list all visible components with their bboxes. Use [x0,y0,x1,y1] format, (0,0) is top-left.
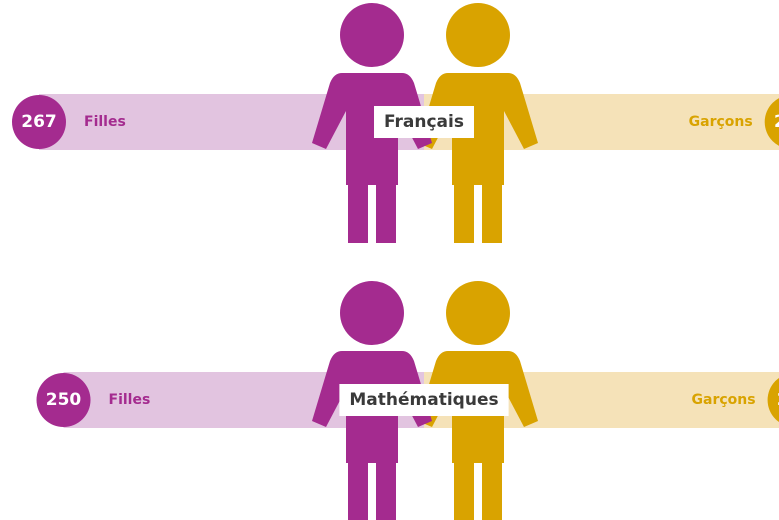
boys-value: 255 [774,112,779,132]
girls-label: Filles [84,114,126,130]
labels: Français Mathématiques [339,106,509,416]
girls-label: Filles [109,392,151,408]
boys-label: Garçons [689,114,753,130]
girls-value: 250 [46,390,82,410]
subject-box [339,384,509,416]
boys-badge [767,377,779,423]
boys-badge [764,98,779,146]
girls-value: 267 [21,112,57,132]
subject-label: Français [384,112,464,132]
boys-label: Garçons [692,392,756,408]
girls-badge [12,95,66,149]
boys-value: 257 [777,390,779,410]
subject-label: Mathématiques [349,390,498,410]
subject-box [374,106,474,138]
figures [312,3,538,520]
girls-badge [36,373,91,427]
